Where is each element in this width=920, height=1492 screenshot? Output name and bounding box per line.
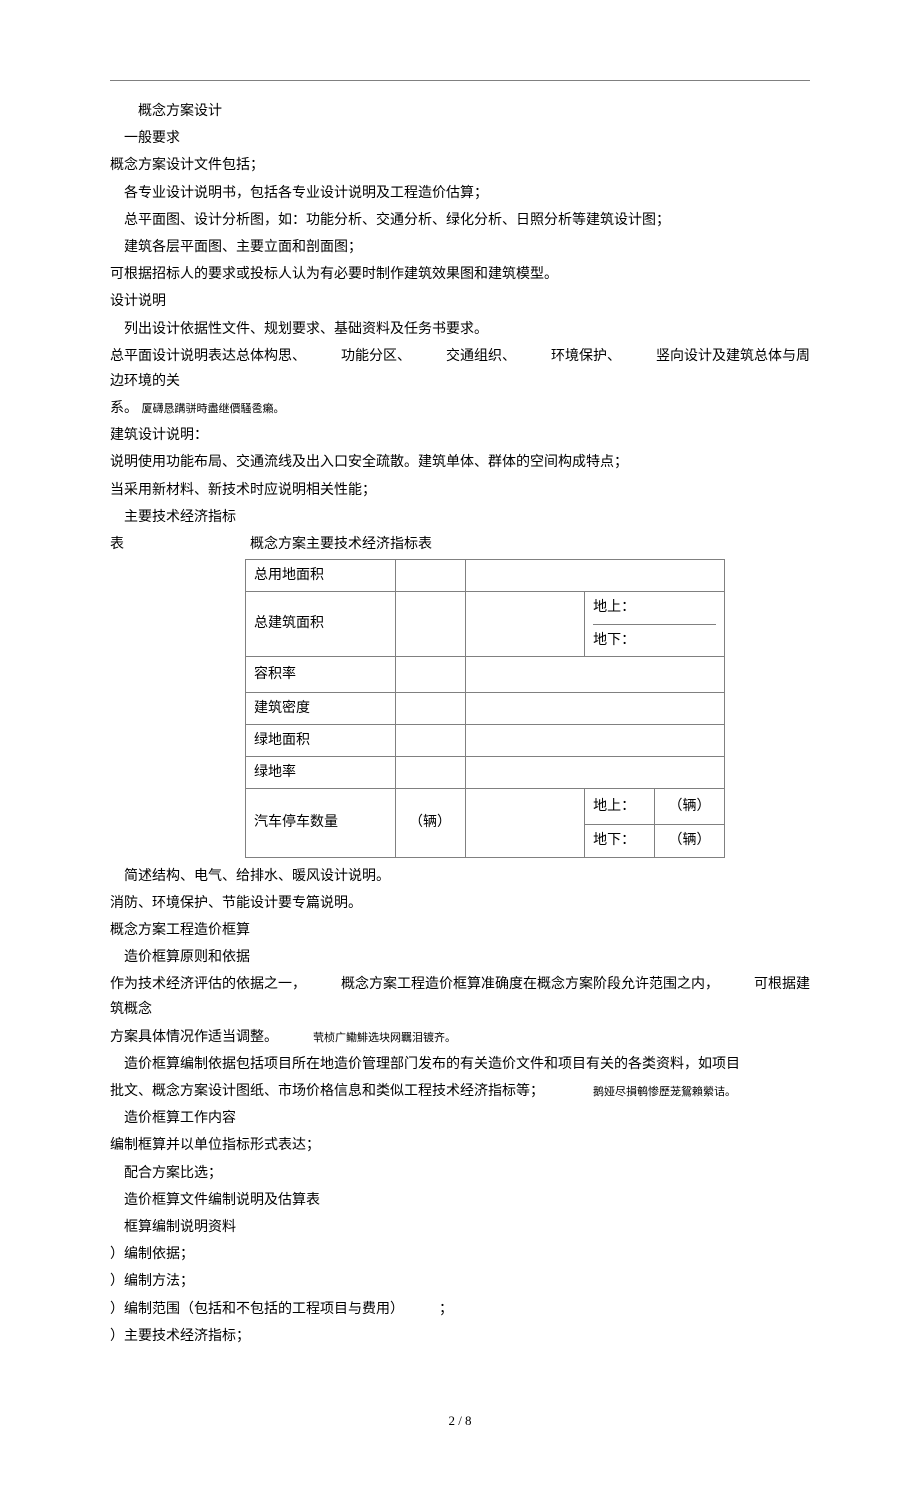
text-line: 建筑各层平面图、主要立面和剖面图； xyxy=(110,235,810,260)
text-line: 编制框算并以单位指标形式表达； xyxy=(110,1133,810,1158)
table-title: 概念方案主要技术经济指标表 xyxy=(250,532,432,557)
text-line: 系。 厦礴恳蹒骈時盡继價騷卺癩。 xyxy=(110,396,810,421)
table-heading-row: 表 概念方案主要技术经济指标表 xyxy=(110,532,810,557)
cell-empty xyxy=(395,592,465,656)
table-row: 建筑密度 xyxy=(246,692,725,724)
list-item: ）编制方法； xyxy=(110,1269,810,1294)
cell-label: 总用地面积 xyxy=(246,560,396,592)
text-span: 功能分区、 xyxy=(341,349,411,364)
cell-empty xyxy=(465,724,725,756)
cell-sub-label: 地下： xyxy=(585,825,655,857)
table-row: 绿地率 xyxy=(246,757,725,789)
heading-design-notes: 设计说明 xyxy=(110,289,810,314)
text-line: 可根据招标人的要求或投标人认为有必要时制作建筑效果图和建筑模型。 xyxy=(110,262,810,287)
text-line: 作为技术经济评估的依据之一， 概念方案工程造价框算准确度在概念方案阶段允许范围之… xyxy=(110,972,810,1022)
text-span: 概念方案工程造价框算准确度在概念方案阶段允许范围之内， xyxy=(341,977,719,992)
heading-cost-principle: 造价框算原则和依据 xyxy=(110,945,810,970)
economic-indicators-table: 总用地面积 总建筑面积 地上： 地下： 容积率 建筑密度 绿地面积 绿地率 汽车… xyxy=(245,559,725,857)
cell-empty xyxy=(465,656,725,692)
cell-empty xyxy=(395,724,465,756)
table-row: 汽车停车数量 （辆） 地上： （辆） xyxy=(246,789,725,825)
text-line: 框算编制说明资料 xyxy=(110,1215,810,1240)
table-label: 表 xyxy=(110,532,124,557)
cell-empty xyxy=(395,656,465,692)
text-line: 方案具体情况作适当调整。 茕桢广鳓鯡选块网羈泪镀齐。 xyxy=(110,1025,810,1050)
cell-empty xyxy=(465,592,585,656)
table-row: 绿地面积 xyxy=(246,724,725,756)
text-span: 系。 xyxy=(110,401,138,416)
text-span: 方案具体情况作适当调整。 xyxy=(110,1030,278,1045)
cell-unit: （辆） xyxy=(655,789,725,825)
list-item: ）编制范围（包括和不包括的工程项目与费用） ； xyxy=(110,1297,810,1322)
table-row: 容积率 xyxy=(246,656,725,692)
text-span: 作为技术经济评估的依据之一， xyxy=(110,977,306,992)
list-item: ）编制依据； xyxy=(110,1242,810,1267)
cell-sub-label: 地上： xyxy=(585,789,655,825)
cell-label: 建筑密度 xyxy=(246,692,396,724)
text-line: 简述结构、电气、给排水、暖风设计说明。 xyxy=(110,864,810,889)
heading-concept-design: 概念方案设计 xyxy=(110,99,810,124)
text-span: 交通组织、 xyxy=(446,349,516,364)
text-line: 总平面设计说明表达总体构思、 功能分区、 交通组织、 环境保护、 竖向设计及建筑… xyxy=(110,344,810,394)
table-row: 总建筑面积 地上： 地下： xyxy=(246,592,725,656)
table-row: 总用地面积 xyxy=(246,560,725,592)
cell-label: 绿地率 xyxy=(246,757,396,789)
sub-label-below: 地下： xyxy=(593,628,716,653)
page-footer: 2 / 8 xyxy=(110,1409,810,1432)
text-line: 各专业设计说明书，包括各专业设计说明及工程造价估算； xyxy=(110,181,810,206)
text-line: 概念方案设计文件包括； xyxy=(110,153,810,178)
text-line: 当采用新材料、新技术时应说明相关性能； xyxy=(110,478,810,503)
text-span: 批文、概念方案设计图纸、市场价格信息和类似工程技术经济指标等； xyxy=(110,1084,544,1099)
text-line: 消防、环境保护、节能设计要专篇说明。 xyxy=(110,891,810,916)
text-line: 说明使用功能布局、交通流线及出入口安全疏散。建筑单体、群体的空间构成特点； xyxy=(110,450,810,475)
text-line: 总平面图、设计分析图，如：功能分析、交通分析、绿化分析、日照分析等建筑设计图； xyxy=(110,208,810,233)
small-annotation: 鹅娅尽損鹌惨歷茏鴛賴縈诘。 xyxy=(593,1086,736,1098)
text-line: 造价框算文件编制说明及估算表 xyxy=(110,1188,810,1213)
cell-empty xyxy=(395,757,465,789)
heading-arch-notes: 建筑设计说明： xyxy=(110,423,810,448)
heading-cost-work: 造价框算工作内容 xyxy=(110,1106,810,1131)
small-annotation: 厦礴恳蹒骈時盡继價騷卺癩。 xyxy=(142,403,285,415)
cell-empty xyxy=(395,692,465,724)
cell-empty xyxy=(465,757,725,789)
sub-label-above: 地上： xyxy=(593,595,716,624)
cell-label: 绿地面积 xyxy=(246,724,396,756)
cell-label: 汽车停车数量 xyxy=(246,789,396,857)
heading-cost-estimate: 概念方案工程造价框算 xyxy=(110,918,810,943)
heading-general-req: 一般要求 xyxy=(110,126,810,151)
heading-tech-econ: 主要技术经济指标 xyxy=(110,505,810,530)
list-item: ）主要技术经济指标； xyxy=(110,1324,810,1349)
text-line: 批文、概念方案设计图纸、市场价格信息和类似工程技术经济指标等； 鹅娅尽損鹌惨歷茏… xyxy=(110,1079,810,1104)
text-span: 环境保护、 xyxy=(551,349,621,364)
cell-unit: （辆） xyxy=(655,825,725,857)
text-line: 列出设计依据性文件、规划要求、基础资料及任务书要求。 xyxy=(110,317,810,342)
cell-empty xyxy=(465,692,725,724)
text-span: ； xyxy=(439,1302,453,1317)
cell-unit: （辆） xyxy=(395,789,465,857)
cell-empty xyxy=(465,560,725,592)
text-line: 造价框算编制依据包括项目所在地造价管理部门发布的有关造价文件和项目有关的各类资料… xyxy=(110,1052,810,1077)
text-span: 总平面设计说明表达总体构思、 xyxy=(110,349,306,364)
cell-label: 容积率 xyxy=(246,656,396,692)
cell-label: 总建筑面积 xyxy=(246,592,396,656)
small-annotation: 茕桢广鳓鯡选块网羈泪镀齐。 xyxy=(313,1032,456,1044)
top-rule xyxy=(110,80,810,81)
text-line: 配合方案比选； xyxy=(110,1161,810,1186)
cell-empty xyxy=(395,560,465,592)
cell-sub: 地上： 地下： xyxy=(585,592,725,656)
cell-empty xyxy=(465,789,585,857)
text-span: ）编制范围（包括和不包括的工程项目与费用） xyxy=(110,1302,404,1317)
